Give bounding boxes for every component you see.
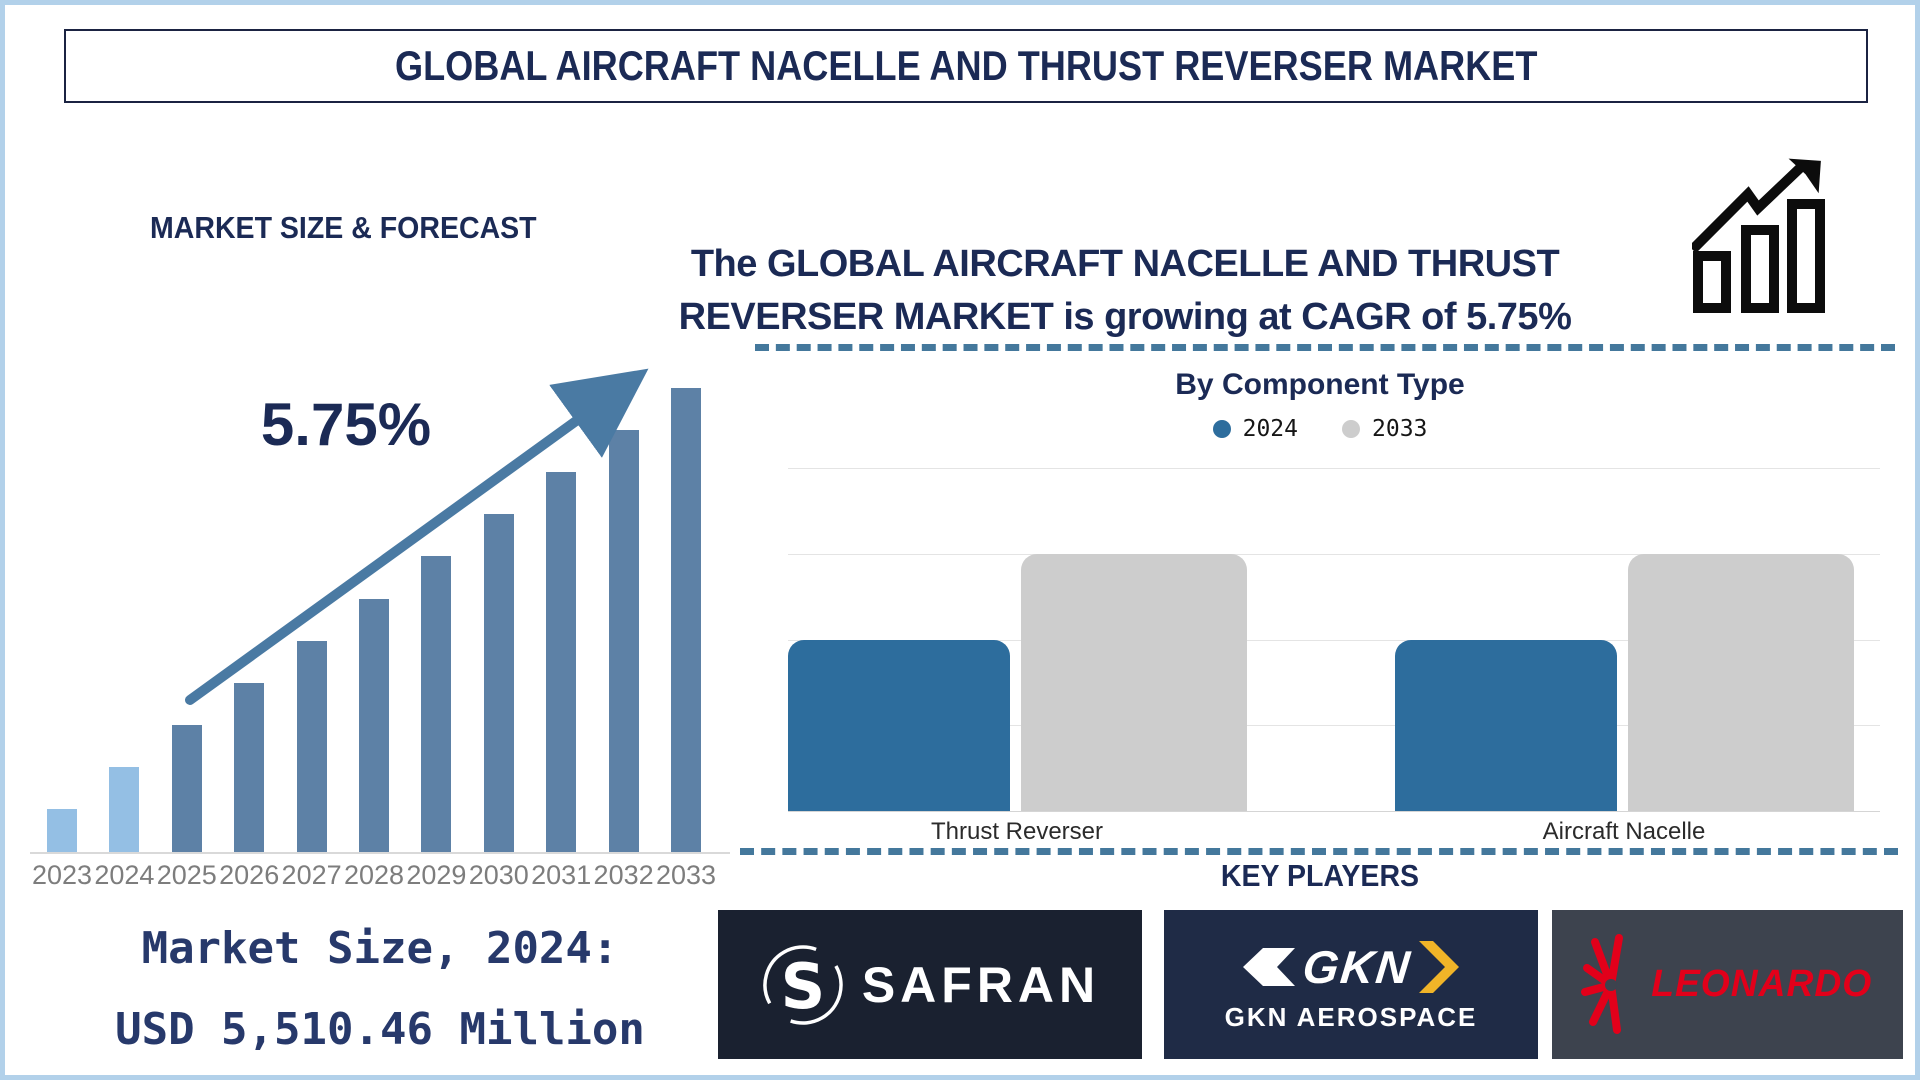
forecast-year-label: 2026	[219, 860, 280, 890]
forecast-year-label: 2030	[468, 860, 529, 890]
forecast-bar-2023	[47, 808, 77, 852]
safran-logo: S SAFRAN	[718, 910, 1142, 1059]
legend-label-2033: 2033	[1372, 416, 1428, 442]
cagr-value-label: 5.75%	[260, 391, 432, 458]
component-bar-2033-aircraft-nacelle	[1628, 553, 1854, 811]
forecast-bar-2024	[109, 767, 140, 852]
gkn-letters: GKN	[1300, 941, 1414, 993]
cagr-banner-line1: The GLOBAL AIRCRAFT NACELLE AND THRUST	[690, 243, 1560, 285]
forecast-bar-2030	[483, 514, 514, 852]
gridline	[788, 725, 1880, 727]
forecast-year-label: 2028	[343, 860, 405, 890]
growth-chart-icon	[1692, 158, 1825, 313]
forecast-section-heading: MARKET SIZE & FORECAST	[150, 210, 537, 245]
gkn-left-arrow-icon	[1242, 948, 1295, 986]
forecast-bar-2031	[546, 471, 577, 852]
market-size-line2: USD 5,510.46 Million	[115, 1004, 645, 1056]
forecast-bar-2026	[234, 682, 265, 852]
leonardo-starburst-icon	[1580, 933, 1623, 1034]
gridline	[788, 553, 1880, 555]
legend-dot-2024-icon	[1212, 420, 1231, 438]
gridline	[788, 468, 1880, 469]
forecast-bar-2029	[421, 556, 452, 852]
safran-wordmark: SAFRAN	[861, 956, 1101, 1013]
gkn-aerospace-logo: GKN GKN AEROSPACE	[1164, 910, 1538, 1059]
cagr-banner: The GLOBAL AIRCRAFT NACELLE AND THRUST R…	[540, 238, 1710, 344]
component-chart-title: By Component Type	[1175, 368, 1465, 401]
forecast-bar-2032	[608, 430, 639, 852]
component-category-label: Aircraft Nacelle	[1542, 818, 1706, 845]
gridline	[788, 639, 1880, 641]
gridline	[788, 811, 1880, 812]
dashed-divider-bottom	[740, 848, 1898, 855]
legend-item-2033: 2033	[1342, 416, 1427, 442]
forecast-year-label: 2031	[531, 860, 592, 890]
forecast-bar-2027	[296, 640, 327, 852]
forecast-bar-2028	[359, 598, 389, 852]
gkn-aerospace-wordmark: GKN AEROSPACE	[1224, 1002, 1478, 1032]
leonardo-wordmark: LEONARDO	[1651, 963, 1872, 1005]
component-bar-2024-aircraft-nacelle	[1395, 639, 1617, 811]
market-size-line1: Market Size, 2024:	[141, 923, 619, 974]
svg-text:S: S	[781, 950, 826, 1023]
forecast-year-label: 2033	[655, 860, 717, 890]
forecast-year-label: 2023	[31, 860, 93, 890]
market-size-callout: Market Size, 2024: USD 5,510.46 Million	[57, 908, 703, 1071]
forecast-year-label: 2029	[406, 860, 467, 890]
forecast-year-label: 2032	[593, 860, 654, 890]
leonardo-logo: LEONARDO	[1552, 910, 1903, 1059]
safran-emblem-icon: S	[763, 944, 843, 1025]
legend-label-2024: 2024	[1242, 416, 1298, 442]
title-box: GLOBAL AIRCRAFT NACELLE AND THRUST REVER…	[64, 29, 1868, 103]
cagr-banner-line2: REVERSER MARKET is growing at CAGR of 5.…	[678, 296, 1572, 338]
dashed-divider-top	[755, 344, 1895, 351]
component-bar-2024-thrust-reverser	[788, 639, 1010, 811]
key-players-heading: KEY PLAYERS	[1220, 858, 1420, 893]
forecast-year-label: 2024	[94, 860, 155, 890]
page-title: GLOBAL AIRCRAFT NACELLE AND THRUST REVER…	[394, 42, 1538, 89]
component-bar-chart	[788, 468, 1880, 812]
component-category-label: Thrust Reverser	[930, 818, 1104, 845]
gkn-glyph: GKN	[1242, 936, 1460, 998]
component-bar-2033-thrust-reverser	[1021, 553, 1247, 811]
forecast-bar-2033	[671, 388, 701, 852]
legend-item-2024: 2024	[1212, 416, 1298, 442]
gkn-yellow-chevron-icon	[1419, 941, 1460, 993]
forecast-bar-2025	[171, 724, 202, 852]
legend-dot-2033-icon	[1342, 420, 1360, 438]
forecast-year-label: 2025	[156, 860, 217, 890]
forecast-year-label: 2027	[281, 860, 342, 890]
component-chart-legend: 2024 2033	[740, 416, 1900, 442]
